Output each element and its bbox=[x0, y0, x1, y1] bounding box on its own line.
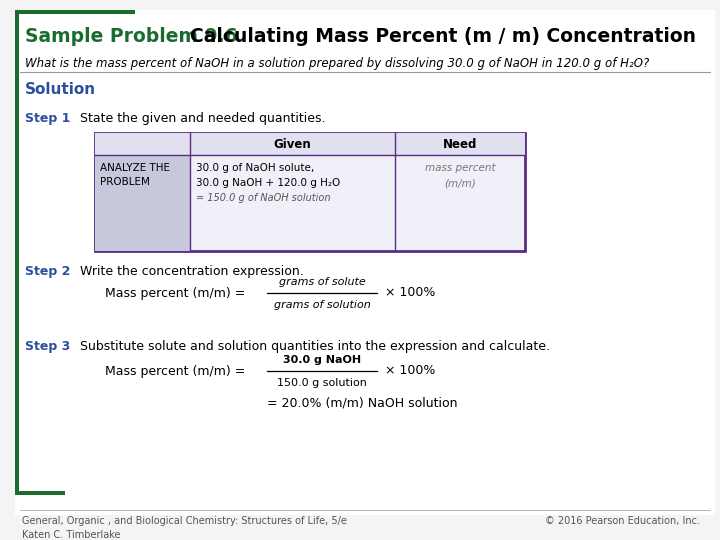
Text: State the given and needed quantities.: State the given and needed quantities. bbox=[80, 112, 325, 125]
Text: ANALYZE THE
PROBLEM: ANALYZE THE PROBLEM bbox=[100, 163, 170, 187]
Text: What is the mass percent of NaOH in a solution prepared by dissolving 30.0 g of : What is the mass percent of NaOH in a so… bbox=[25, 57, 649, 70]
Text: 30.0 g of NaOH solute,: 30.0 g of NaOH solute, bbox=[196, 163, 314, 173]
Text: = 150.0 g of NaOH solution: = 150.0 g of NaOH solution bbox=[196, 193, 330, 203]
Text: Mass percent (m/m) =: Mass percent (m/m) = bbox=[105, 364, 249, 377]
Text: Substitute solute and solution quantities into the expression and calculate.: Substitute solute and solution quantitie… bbox=[80, 340, 550, 353]
Text: © 2016 Pearson Education, Inc.: © 2016 Pearson Education, Inc. bbox=[545, 516, 700, 526]
Text: 150.0 g solution: 150.0 g solution bbox=[277, 378, 367, 388]
Text: Step 2: Step 2 bbox=[25, 265, 71, 278]
Text: Write the concentration expression.: Write the concentration expression. bbox=[80, 265, 304, 278]
Bar bbox=[15, 487, 19, 495]
Text: × 100%: × 100% bbox=[385, 287, 436, 300]
Text: Calculating Mass Percent (m / m) Concentration: Calculating Mass Percent (m / m) Concent… bbox=[177, 26, 696, 45]
Bar bbox=[95, 133, 525, 251]
Text: × 100%: × 100% bbox=[385, 364, 436, 377]
Bar bbox=[15, 10, 19, 495]
Text: mass percent: mass percent bbox=[425, 163, 495, 173]
Text: Step 3: Step 3 bbox=[25, 340, 71, 353]
Text: Step 1: Step 1 bbox=[25, 112, 71, 125]
Bar bbox=[95, 133, 525, 155]
Text: (m/m): (m/m) bbox=[444, 178, 476, 188]
Text: Sample Problem 9.6: Sample Problem 9.6 bbox=[25, 26, 238, 45]
Text: 30.0 g NaOH: 30.0 g NaOH bbox=[283, 355, 361, 365]
Text: grams of solution: grams of solution bbox=[274, 300, 370, 310]
Bar bbox=[15, 10, 135, 14]
Text: Mass percent (m/m) =: Mass percent (m/m) = bbox=[105, 287, 249, 300]
Bar bbox=[15, 491, 65, 495]
Text: Solution: Solution bbox=[25, 82, 96, 97]
Text: Given: Given bbox=[274, 138, 311, 151]
Text: 30.0 g NaOH + 120.0 g H₂O: 30.0 g NaOH + 120.0 g H₂O bbox=[196, 178, 341, 188]
Text: = 20.0% (m/m) NaOH solution: = 20.0% (m/m) NaOH solution bbox=[267, 397, 457, 410]
Bar bbox=[95, 155, 190, 251]
Text: grams of solute: grams of solute bbox=[279, 277, 365, 287]
Text: Need: Need bbox=[443, 138, 477, 151]
Text: General, Organic , and Biological Chemistry: Structures of Life, 5/e
Katen C. Ti: General, Organic , and Biological Chemis… bbox=[22, 516, 347, 540]
